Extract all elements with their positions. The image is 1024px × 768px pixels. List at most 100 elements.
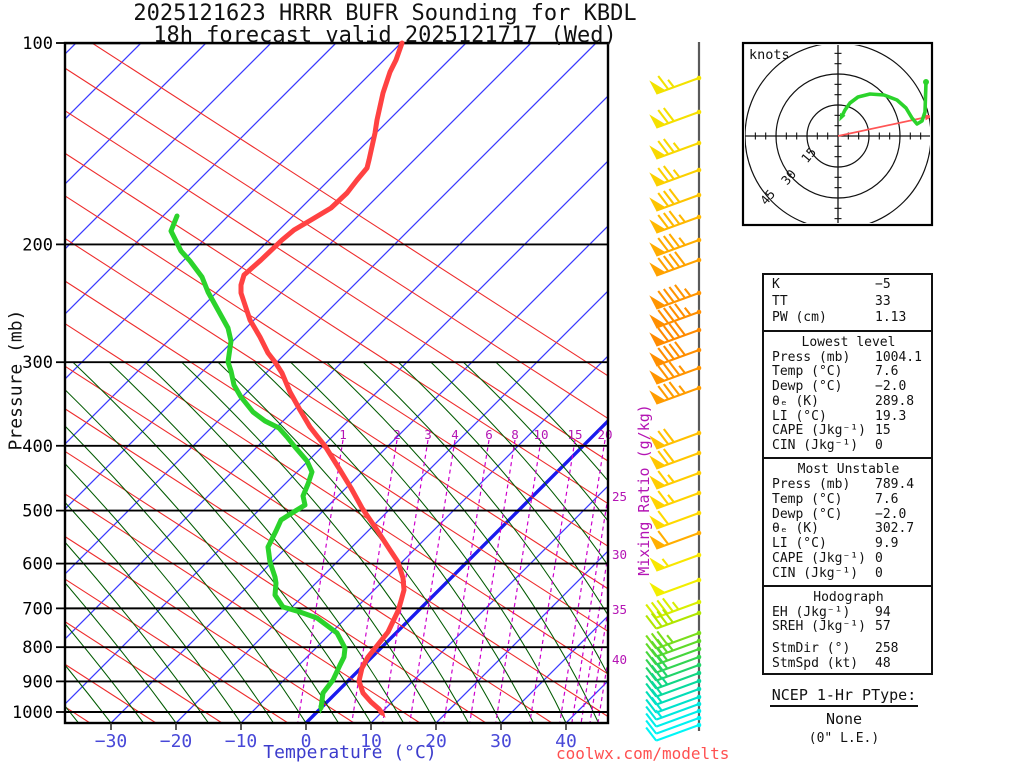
isotherm-line (435, 550, 608, 723)
wind-barb-shaft (655, 710, 700, 728)
pressure-tick-label: 700 (22, 599, 53, 619)
dry-adiabat-line (65, 195, 608, 547)
moist-adiabat-line (495, 361, 608, 482)
wind-barb-shaft (655, 492, 700, 510)
wind-barb-dot (696, 430, 702, 436)
pressure-tick-label: 800 (22, 638, 53, 658)
stats-row: CIN (Jkg⁻¹) 0 (772, 565, 925, 582)
mixing-ratio-inline-label: 10 (533, 427, 548, 442)
wind-barb-shaft (655, 680, 700, 698)
wind-barb-feather (645, 712, 658, 728)
stats-label: CIN (Jkg⁻¹) (772, 565, 859, 581)
stats-row: θₑ (K) 302.7 (772, 522, 925, 537)
wind-barb-feather (657, 347, 670, 362)
moist-adiabat-line (65, 541, 209, 723)
wind-barb (649, 188, 702, 212)
stats-value: 789.4 (875, 477, 915, 493)
wind-barb-feather (657, 327, 670, 342)
mixing-ratio-right-label: 30 (612, 547, 627, 562)
wind-barb-dot (696, 140, 702, 146)
wind-barb-dot (696, 237, 702, 243)
wind-barb-feather (656, 610, 669, 626)
wind-barb-feather (662, 190, 675, 205)
wind-barb-shaft (655, 292, 700, 310)
wind-barb-shaft (655, 432, 700, 450)
stats-section-title: Hodograph (813, 589, 884, 605)
wind-barb-half-feather (683, 288, 692, 297)
mixing-ratio-line (529, 439, 576, 723)
wind-barb-dot (696, 214, 702, 220)
wind-barb-feather (650, 688, 663, 704)
stats-value: 33 (875, 293, 891, 309)
wind-barb-feather (650, 612, 663, 628)
wind-barb-feather (662, 363, 675, 378)
stats-row: LI (°C) 9.9 (772, 536, 925, 552)
wind-barb-flag (649, 475, 666, 489)
isotherm-line (240, 355, 608, 723)
wind-barb-flag (649, 197, 666, 211)
mixing-ratio-inline-label: 6 (485, 427, 493, 442)
wind-barb-shaft (655, 387, 700, 405)
wind-barb-feather (662, 428, 675, 443)
wind-barb (649, 303, 702, 329)
dry-adiabat-line (65, 67, 608, 420)
wind-barb-dot (696, 670, 702, 676)
hodograph-ring-label: 15 (798, 145, 819, 166)
wind-barb-feather (657, 237, 670, 252)
mixing-ratio-line (580, 554, 608, 723)
zero-isotherm-line (304, 418, 608, 723)
wind-barb-flag (649, 370, 666, 384)
stats-row: Temp (°C) 7.6 (772, 492, 925, 508)
wind-barb (649, 138, 702, 160)
wind-barb-feather (662, 448, 675, 463)
temperature-axis-title: Temperature (°C) (263, 742, 437, 763)
isotherm-line (370, 485, 608, 723)
wind-barb-feather (656, 646, 669, 662)
wind-barb-half-feather (661, 558, 670, 567)
dry-adiabat-line (65, 493, 421, 723)
wind-barb-shaft (655, 349, 700, 367)
isotherm-line (65, 95, 608, 640)
dry-adiabat-line (65, 621, 223, 723)
wind-barb-feather (657, 365, 670, 380)
wind-barb-feather (668, 233, 681, 248)
wind-barb-dot (696, 347, 702, 353)
wind-barb-feather (668, 323, 681, 338)
stats-section: Lowest level Press (mb) 1004.1 Temp (°C) 7.6… (764, 329, 931, 458)
mixing-ratio-right-label: 25 (612, 489, 627, 504)
ptype-heading: NCEP 1-Hr PType: (748, 686, 940, 707)
wind-barb-feather (662, 107, 675, 122)
stats-section-title: Lowest level (801, 334, 896, 350)
wind-barb-dot (696, 290, 702, 296)
stats-label: StmDir (°) (772, 641, 851, 657)
wind-barb-half-feather (678, 365, 686, 374)
hodograph-trace (839, 81, 928, 126)
pressure-tick-label: 900 (22, 672, 53, 692)
wind-barb-dot (696, 686, 702, 692)
temperature-trace (238, 40, 407, 718)
pressure-tick-label: 400 (22, 437, 53, 457)
wind-barb-shaft (655, 472, 700, 490)
wind-barb-half-feather (678, 214, 686, 223)
wind-barb-feather (657, 450, 670, 465)
stats-section: K −5 TT 33 PW (cm) 1.13 (764, 275, 931, 330)
wind-barb-half-feather (667, 494, 675, 503)
wind-barb-feather (674, 303, 686, 318)
wind-barb-feather (668, 210, 681, 225)
wind-barb-dot (696, 167, 702, 173)
wind-barb-shaft (655, 452, 700, 470)
moist-adiabat-line (181, 361, 469, 723)
wind-barb (649, 381, 702, 405)
wind-barb-feather (668, 381, 681, 396)
mixing-ratio-inline-label: 15 (567, 427, 582, 442)
pressure-tick-label: 500 (22, 502, 53, 522)
moist-adiabat-line (326, 361, 599, 723)
stats-box: K −5 TT 33 PW (cm) 1.13 Lowest level Press (mb)… (762, 273, 933, 675)
wind-barb-feather (657, 309, 670, 324)
wind-barb-half-feather (667, 79, 675, 88)
pressure-tick-label: 100 (22, 34, 53, 54)
wind-barb-dot (696, 365, 702, 371)
stats-value: 0 (875, 438, 883, 454)
